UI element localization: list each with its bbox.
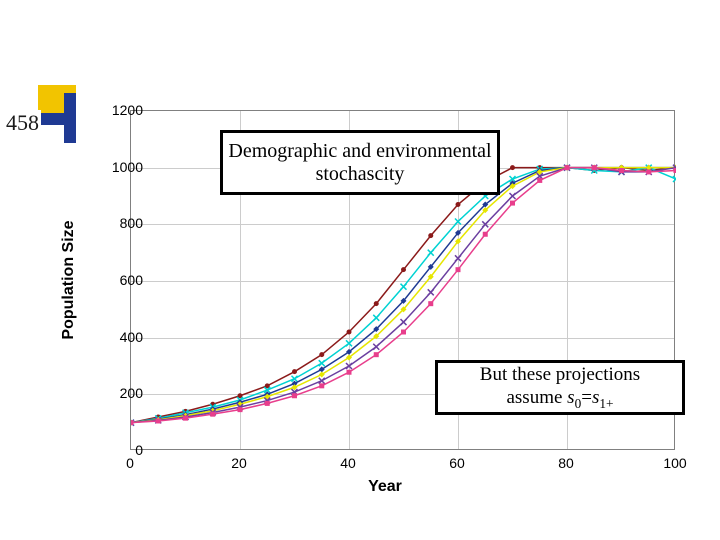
series-marker-run6 — [238, 407, 243, 412]
series-marker-run6 — [537, 178, 542, 183]
series-marker-run1 — [428, 233, 433, 238]
xtick-label: 0 — [126, 455, 134, 471]
series-marker-run6 — [292, 393, 297, 398]
series-marker-run6 — [347, 370, 352, 375]
xtick-label: 40 — [340, 455, 356, 471]
series-marker-run2 — [319, 360, 325, 366]
series-marker-run6 — [156, 418, 161, 423]
annotation2-prefix: assume — [506, 387, 567, 408]
series-marker-run6 — [265, 401, 270, 406]
population-chart: Population Size Year Demographic and env… — [75, 100, 695, 500]
series-marker-run6 — [210, 412, 215, 417]
annotation-line2: stochascity — [316, 163, 405, 186]
corner-number-label: 458 — [4, 110, 41, 136]
series-marker-run6 — [483, 232, 488, 237]
xtick-label: 100 — [663, 455, 686, 471]
series-marker-run2 — [455, 219, 461, 225]
series-marker-run2 — [373, 315, 379, 321]
series-marker-run5 — [428, 289, 434, 295]
series-marker-run6 — [674, 168, 677, 173]
series-marker-run6 — [374, 352, 379, 357]
series-marker-run6 — [401, 330, 406, 335]
series-marker-run5 — [482, 221, 488, 227]
series-marker-run1 — [401, 267, 406, 272]
series-marker-run1 — [374, 301, 379, 306]
series-marker-run2 — [401, 284, 407, 290]
series-marker-run1 — [510, 165, 515, 170]
series-marker-run6 — [428, 301, 433, 306]
series-marker-run1 — [347, 330, 352, 335]
y-axis-label: Population Size — [60, 220, 78, 339]
annotation-stochasticity: Demographic and environmental stochascit… — [220, 130, 500, 195]
annotation-assumption: But these projections assume s0=s1+ — [435, 360, 685, 415]
annotation2-line2: assume s0=s1+ — [506, 387, 613, 412]
annotation2-line1: But these projections — [480, 364, 640, 387]
series-marker-run1 — [456, 202, 461, 207]
series-marker-run6 — [456, 267, 461, 272]
xtick-label: 60 — [449, 455, 465, 471]
series-marker-run6 — [510, 201, 515, 206]
series-marker-run6 — [646, 169, 651, 174]
series-marker-run6 — [319, 383, 324, 388]
series-marker-run1 — [292, 369, 297, 374]
series-marker-run6 — [619, 168, 624, 173]
series-marker-run1 — [319, 352, 324, 357]
series-marker-run5 — [401, 319, 407, 325]
series-marker-run6 — [565, 165, 570, 170]
xtick-label: 80 — [558, 455, 574, 471]
annotation2-eq: = — [581, 387, 592, 408]
series-marker-run5 — [346, 363, 352, 369]
series-marker-run6 — [183, 416, 188, 421]
xtick-label: 20 — [231, 455, 247, 471]
annotation-line1: Demographic and environmental — [228, 140, 491, 163]
series-marker-run5 — [373, 344, 379, 350]
x-axis-label: Year — [368, 478, 402, 496]
series-marker-run6 — [131, 420, 134, 425]
series-marker-run5 — [319, 378, 325, 384]
series-marker-run6 — [592, 165, 597, 170]
series-marker-run5 — [510, 193, 516, 199]
annotation2-sub1: 1+ — [599, 395, 613, 410]
series-marker-run5 — [455, 255, 461, 261]
annotation2-s1: s — [567, 387, 574, 408]
series-marker-run2 — [346, 340, 352, 346]
series-marker-run2 — [428, 250, 434, 256]
